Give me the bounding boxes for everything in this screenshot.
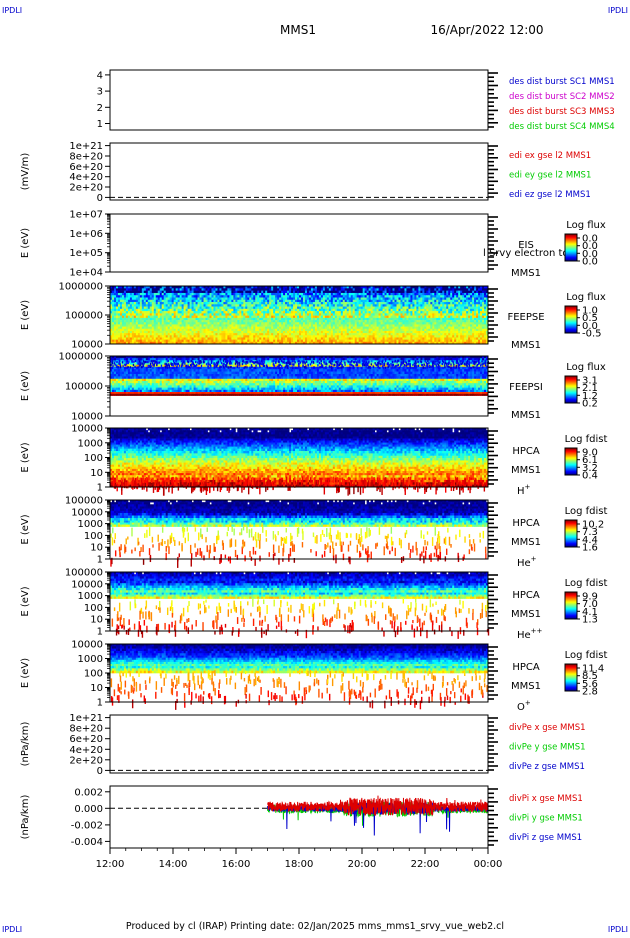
footer-credit: Produced by cl (IRAP) Printing date: 02/… bbox=[126, 921, 504, 932]
ytick-label: 1e+21 bbox=[69, 141, 103, 152]
ytick-label: 1e+05 bbox=[69, 248, 103, 259]
legend-edi-1: edi ey gse l2 MMS1 bbox=[509, 171, 591, 181]
ytick-label: 1e+07 bbox=[69, 210, 103, 221]
plot-title: MMS1 bbox=[280, 23, 316, 37]
ytick-label: 1e+06 bbox=[69, 229, 103, 240]
legend-des-2: des dist burst SC3 MMS3 bbox=[509, 107, 615, 117]
corner-label-top-left: IPDLI bbox=[2, 6, 22, 15]
ytick-label: 4 bbox=[97, 70, 103, 81]
corner-label-top-right: IPDLI bbox=[608, 6, 628, 15]
ytick-label: 0 bbox=[97, 193, 103, 204]
legend-des-1: des dist burst SC2 MMS2 bbox=[509, 92, 615, 102]
corner-label-bottom-right: IPDLI bbox=[608, 925, 628, 934]
frame-edi bbox=[110, 143, 488, 200]
ytick-label: 1e+04 bbox=[69, 268, 103, 279]
ytick-label: 2e+20 bbox=[69, 183, 103, 194]
ytick-label: 4e+20 bbox=[69, 172, 103, 183]
colorbar-eis bbox=[565, 234, 577, 261]
spacecraft-eis: MMS1 bbox=[511, 268, 541, 279]
ytick-label: 6e+20 bbox=[69, 162, 103, 173]
spectrogram-feepse bbox=[110, 286, 488, 344]
legend-des-0: des dist burst SC1 MMS1 bbox=[509, 77, 615, 87]
overlay-eis: l Srvy electron to bbox=[483, 248, 569, 259]
ytick-label: 1 bbox=[97, 119, 103, 130]
legend-des-3: des dist burst SC4 MMS4 bbox=[509, 122, 615, 132]
legend-edi-0: edi ex gse l2 MMS1 bbox=[509, 151, 591, 161]
ytick-label: 2 bbox=[97, 103, 103, 114]
panel-des: 1 2 3 4 des dist burst SC1 MMS1 des dist burs… bbox=[97, 70, 615, 132]
frame-des bbox=[110, 70, 488, 130]
corner-label-bottom-left: IPDLI bbox=[2, 925, 22, 934]
ytick-label: 8e+20 bbox=[69, 152, 103, 163]
legend-edi-2: edi ez gse l2 MMS1 bbox=[509, 190, 591, 200]
plot-datetime: 16/Apr/2022 12:00 bbox=[430, 23, 543, 37]
panels-group: 1 2 3 4 des dist burst SC1 MMS1 des dist burs… bbox=[20, 70, 615, 848]
ylabel-edi: (mV/m) bbox=[20, 153, 31, 191]
ytick-label: 3 bbox=[97, 87, 103, 98]
colorbar-tick-label: 0.0 bbox=[582, 257, 598, 268]
ylabel-eis: E (eV) bbox=[20, 228, 31, 258]
colorbar-title-eis: Log flux bbox=[566, 220, 606, 231]
frame-eis bbox=[110, 214, 488, 272]
